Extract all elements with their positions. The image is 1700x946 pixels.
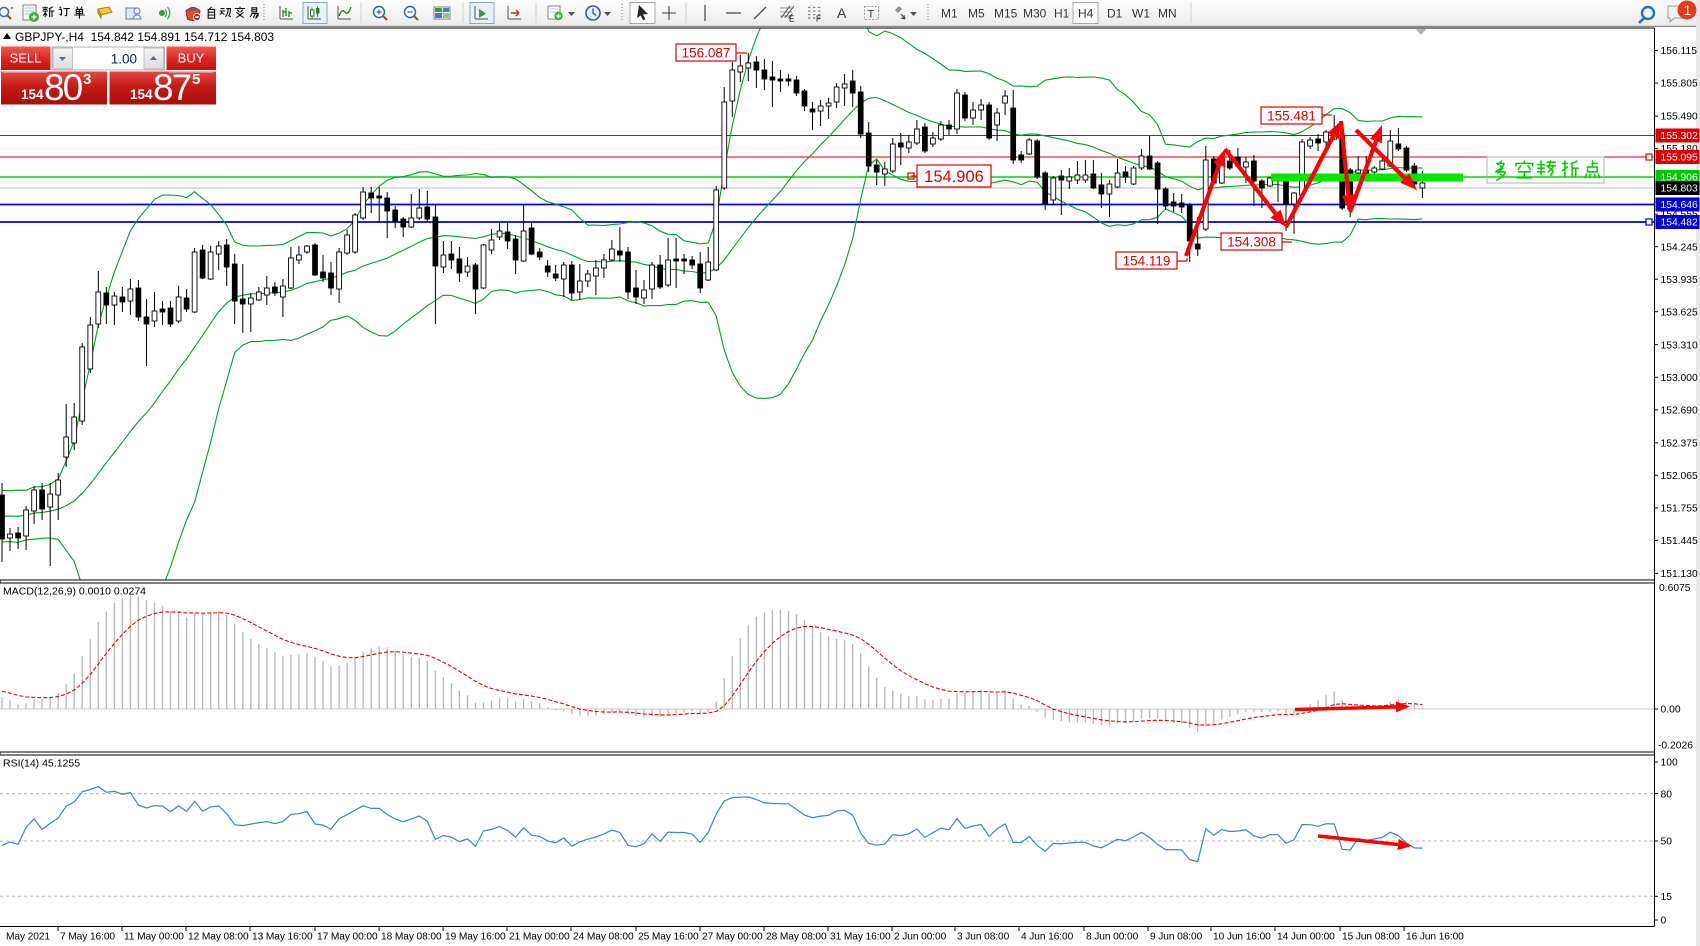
svg-text:28 May 08:00: 28 May 08:00: [766, 932, 827, 943]
svg-text:19 May 16:00: 19 May 16:00: [445, 932, 506, 943]
svg-text:W1: W1: [1132, 7, 1150, 21]
svg-text:F: F: [816, 15, 821, 24]
svg-text:152.690: 152.690: [1661, 405, 1698, 416]
svg-text:154.482: 154.482: [1661, 218, 1698, 229]
svg-text:A: A: [837, 5, 847, 21]
svg-text:156.087: 156.087: [682, 45, 731, 60]
svg-text:3: 3: [83, 71, 91, 88]
svg-text:D1: D1: [1107, 7, 1123, 21]
svg-text:154.308: 154.308: [1227, 234, 1276, 249]
svg-text:156.115: 156.115: [1661, 46, 1698, 57]
svg-text:0: 0: [1661, 916, 1667, 927]
svg-text:-0.2026: -0.2026: [1658, 741, 1693, 752]
svg-text:2 Jun 00:00: 2 Jun 00:00: [894, 932, 947, 943]
svg-text:153.000: 153.000: [1661, 373, 1698, 384]
svg-text:154.906: 154.906: [1661, 173, 1698, 184]
svg-text:SELL: SELL: [10, 51, 42, 66]
svg-text:RSI(14) 45.1255: RSI(14) 45.1255: [3, 758, 80, 770]
svg-text:80: 80: [1661, 789, 1673, 800]
svg-text:17 May 00:00: 17 May 00:00: [317, 932, 378, 943]
svg-text:16 Jun 16:00: 16 Jun 16:00: [1406, 932, 1464, 943]
svg-text:GBPJPY-,H4 154.842 154.891 15: GBPJPY-,H4 154.842 154.891 154.712 154.8…: [15, 30, 274, 44]
svg-text:25 May 16:00: 25 May 16:00: [638, 932, 699, 943]
svg-text:14 Jun 00:00: 14 Jun 00:00: [1277, 932, 1335, 943]
svg-text:0.6075: 0.6075: [1659, 583, 1691, 594]
svg-text:BUY: BUY: [178, 51, 205, 66]
svg-text:155.095: 155.095: [1661, 153, 1698, 164]
svg-text:155.481: 155.481: [1267, 108, 1316, 123]
svg-text:152.065: 152.065: [1661, 471, 1698, 482]
svg-text:MACD(12,26,9) 0.0010 0.0274: MACD(12,26,9) 0.0010 0.0274: [3, 586, 146, 598]
svg-text:24 May 08:00: 24 May 08:00: [573, 932, 634, 943]
svg-text:4 Jun 16:00: 4 Jun 16:00: [1021, 932, 1074, 943]
svg-text:153.625: 153.625: [1661, 307, 1698, 318]
svg-text:80: 80: [44, 67, 83, 108]
svg-text:8 Jun 00:00: 8 Jun 00:00: [1086, 932, 1139, 943]
svg-text:May 2021: May 2021: [6, 932, 50, 943]
svg-text:153.310: 153.310: [1661, 340, 1698, 351]
svg-text:M1: M1: [941, 7, 958, 21]
svg-text:15: 15: [1661, 892, 1673, 903]
svg-text:M30: M30: [1023, 7, 1047, 21]
svg-text:100: 100: [1661, 758, 1678, 769]
svg-text:21 May 00:00: 21 May 00:00: [509, 932, 570, 943]
svg-text:1.00: 1.00: [111, 52, 137, 67]
svg-text:153.935: 153.935: [1661, 275, 1698, 286]
svg-text:3 Jun 08:00: 3 Jun 08:00: [957, 932, 1010, 943]
svg-text:9 Jun 08:00: 9 Jun 08:00: [1150, 932, 1203, 943]
svg-text:155.302: 155.302: [1661, 131, 1698, 142]
svg-text:154.646: 154.646: [1661, 200, 1698, 211]
svg-text:155.805: 155.805: [1661, 79, 1698, 90]
svg-text:H4: H4: [1078, 7, 1094, 21]
svg-text:87: 87: [153, 67, 191, 108]
svg-text:MN: MN: [1158, 7, 1177, 21]
svg-text:12 May 08:00: 12 May 08:00: [188, 932, 249, 943]
svg-text:27 May 00:00: 27 May 00:00: [702, 932, 763, 943]
svg-text:151.130: 151.130: [1661, 569, 1698, 580]
svg-text:31 May 16:00: 31 May 16:00: [830, 932, 891, 943]
svg-text:154.906: 154.906: [924, 168, 984, 186]
svg-text:152.375: 152.375: [1661, 438, 1698, 449]
svg-text:T: T: [868, 9, 875, 21]
svg-text:11 May 00:00: 11 May 00:00: [124, 932, 184, 943]
svg-text:50: 50: [1661, 837, 1673, 848]
svg-text:151.445: 151.445: [1661, 536, 1698, 547]
svg-text:5: 5: [192, 71, 200, 88]
svg-text:154: 154: [130, 87, 153, 102]
svg-text:10 Jun 16:00: 10 Jun 16:00: [1213, 932, 1271, 943]
svg-text:151.755: 151.755: [1661, 504, 1698, 515]
svg-text:1: 1: [1684, 2, 1692, 18]
svg-text:154.245: 154.245: [1661, 242, 1698, 253]
svg-text:E: E: [789, 15, 794, 24]
svg-text:0.00: 0.00: [1661, 705, 1681, 716]
svg-text:M15: M15: [994, 7, 1018, 21]
svg-text:18 May 08:00: 18 May 08:00: [381, 932, 442, 943]
svg-text:155.180: 155.180: [1661, 144, 1698, 155]
svg-text:13 May 16:00: 13 May 16:00: [252, 932, 313, 943]
svg-text:M5: M5: [968, 7, 985, 21]
svg-text:154.119: 154.119: [1123, 253, 1171, 268]
svg-text:15 Jun 08:00: 15 Jun 08:00: [1342, 932, 1400, 943]
svg-text:154: 154: [21, 87, 44, 102]
svg-text:H1: H1: [1054, 7, 1070, 21]
svg-text:7 May 16:00: 7 May 16:00: [60, 932, 115, 943]
svg-text:154.803: 154.803: [1661, 184, 1698, 195]
svg-text:155.490: 155.490: [1661, 112, 1698, 123]
